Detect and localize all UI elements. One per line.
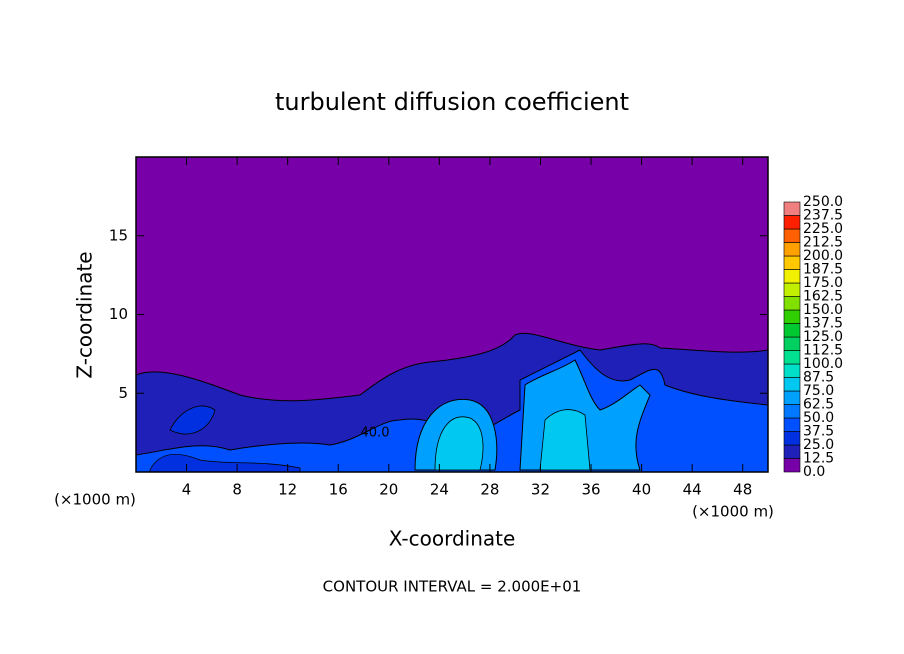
colorbar-label: 25.0 xyxy=(803,437,834,453)
colorbar-bin xyxy=(783,242,801,257)
colorbar-label: 87.5 xyxy=(803,370,834,386)
colorbar-bin xyxy=(783,363,801,378)
colorbar-label: 12.5 xyxy=(803,451,834,467)
colorbar-label: 75.0 xyxy=(803,383,834,399)
x-tick-label: 8 xyxy=(232,481,242,499)
colorbar-label: 200.0 xyxy=(803,248,843,264)
x-tick-label: 32 xyxy=(531,481,550,499)
contour-field xyxy=(135,157,769,473)
colorbar-bin xyxy=(783,431,801,446)
field-region xyxy=(434,409,591,471)
colorbar-bin xyxy=(783,282,801,297)
colorbar-bin xyxy=(783,201,801,216)
x-unit: (×1000 m) xyxy=(54,491,136,509)
colorbar-bin xyxy=(783,269,801,284)
colorbar-label: 162.5 xyxy=(803,289,843,305)
colorbar-label: 125.0 xyxy=(803,329,843,345)
x-tick-label: 36 xyxy=(581,481,600,499)
colorbar-label: 212.5 xyxy=(803,235,843,251)
y-tick-label: 5 xyxy=(118,384,128,402)
colorbar-label: 62.5 xyxy=(803,397,834,413)
colorbar-bin xyxy=(783,309,801,324)
colorbar-bin xyxy=(783,336,801,351)
colorbar-bin xyxy=(783,323,801,338)
colorbar-label: 50.0 xyxy=(803,410,834,426)
x-tick-label: 20 xyxy=(379,481,398,499)
y-tick-label: 15 xyxy=(109,226,128,244)
colorbar-bin xyxy=(783,228,801,243)
x-axis-label: X-coordinate xyxy=(389,527,516,551)
colorbar-label: 100.0 xyxy=(803,356,843,372)
x-unit: (×1000 m) xyxy=(692,503,774,521)
colorbar-label: 137.5 xyxy=(803,316,843,332)
x-tick-label: 48 xyxy=(733,481,752,499)
contour-label: 40.0 xyxy=(361,426,390,441)
y-axis-label: Z-coordinate xyxy=(73,251,97,378)
colorbar-label: 187.5 xyxy=(803,262,843,278)
colorbar-label: 150.0 xyxy=(803,302,843,318)
colorbar-bin xyxy=(783,404,801,419)
colorbar-label: 250.0 xyxy=(803,194,843,210)
colorbar-bin xyxy=(783,350,801,365)
colorbar-label: 37.5 xyxy=(803,424,834,440)
contour-interval: CONTOUR INTERVAL = 2.000E+01 xyxy=(323,578,582,596)
x-tick-label: 16 xyxy=(329,481,348,499)
x-tick-label: 4 xyxy=(182,481,192,499)
y-tick-label: 10 xyxy=(109,305,128,323)
field-region xyxy=(149,405,301,473)
colorbar-bin xyxy=(783,296,801,311)
colorbar-label: 237.5 xyxy=(803,208,843,224)
colorbar-bin xyxy=(783,390,801,405)
x-tick-label: 28 xyxy=(480,481,499,499)
chart-title: turbulent diffusion coefficient xyxy=(275,88,629,116)
x-tick-label: 24 xyxy=(430,481,449,499)
colorbar-label: 112.5 xyxy=(803,343,843,359)
colorbar-bin xyxy=(783,255,801,270)
colorbar-label: 225.0 xyxy=(803,221,843,237)
colorbar-label: 175.0 xyxy=(803,275,843,291)
colorbar-bin xyxy=(783,444,801,459)
colorbar-bin xyxy=(783,215,801,230)
colorbar-bin xyxy=(783,458,801,473)
colorbar-bin xyxy=(783,377,801,392)
x-tick-label: 12 xyxy=(278,481,297,499)
colorbar-bin xyxy=(783,417,801,432)
x-tick-label: 44 xyxy=(683,481,702,499)
colorbar-label: 0.0 xyxy=(803,464,825,480)
x-tick-label: 40 xyxy=(632,481,651,499)
